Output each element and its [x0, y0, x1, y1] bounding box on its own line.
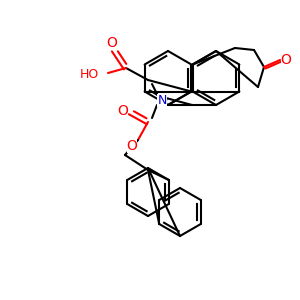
- Text: O: O: [118, 104, 128, 118]
- Text: O: O: [106, 36, 117, 50]
- Text: HO: HO: [80, 68, 99, 82]
- Text: O: O: [127, 139, 137, 153]
- Text: O: O: [280, 53, 291, 67]
- Text: N: N: [157, 94, 167, 106]
